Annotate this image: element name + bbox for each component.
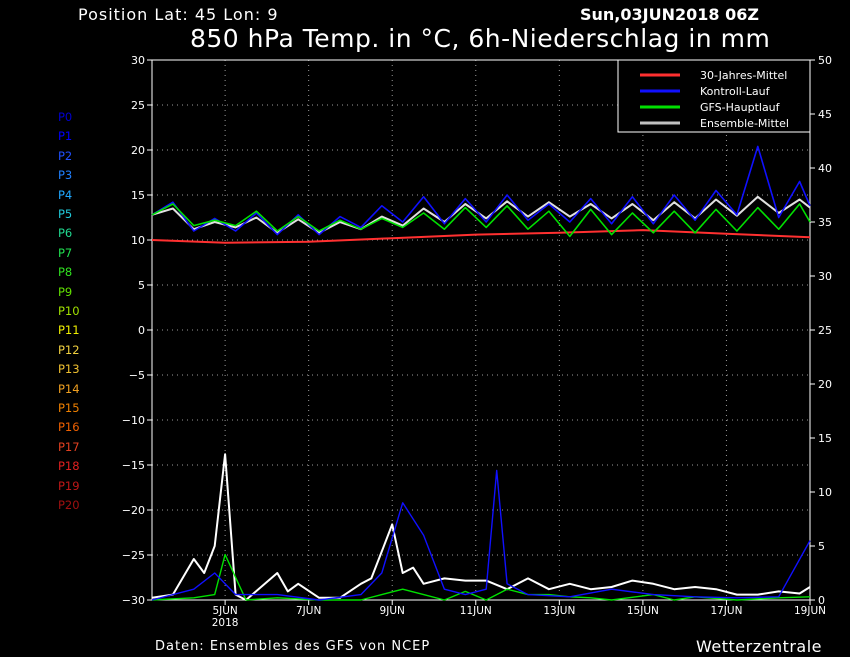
x-tick-label: 5JUN <box>212 605 237 617</box>
series-line-kontroll-lauf <box>151 145 811 236</box>
x-tick-label: 13JUN <box>543 605 575 617</box>
series-line-ensemble-mittel <box>151 195 811 234</box>
member-label-p3: P3 <box>58 168 73 183</box>
member-label-p18: P18 <box>58 459 80 474</box>
brand-label: Wetterzentrale <box>696 637 823 656</box>
legend-entry: Ensemble-Mittel <box>700 117 789 130</box>
legend-box <box>617 59 811 133</box>
position-label: Position Lat: 45 Lon: 9 <box>78 5 279 24</box>
y-right-tick-label: 20 <box>818 378 832 391</box>
y-left-tick-label: 10 <box>131 234 145 247</box>
series-line-niederschlag-gfs-hauptlauf <box>151 553 811 601</box>
y-left-tick-label: −30 <box>122 594 145 607</box>
x-tick-label: 9JUN <box>380 605 405 617</box>
y-left-tick-label: −10 <box>122 414 145 427</box>
y-right-tick-label: 5 <box>818 540 825 553</box>
series-line-30-jahres-mittel <box>151 229 811 244</box>
legend-entry: Kontroll-Lauf <box>700 85 771 98</box>
series-line-niederschlag-kontroll-lauf <box>151 469 811 601</box>
plot-frame <box>151 59 811 601</box>
y-left-tick-label: −15 <box>122 459 145 472</box>
member-label-p20: P20 <box>58 498 80 512</box>
member-label-p6: P6 <box>58 226 73 241</box>
legend-entry: 30-Jahres-Mittel <box>700 69 787 82</box>
series-line-gfs-hauptlauf <box>151 203 811 238</box>
y-right-tick-label: 40 <box>818 162 832 175</box>
y-left-tick-label: 30 <box>131 54 145 67</box>
y-left-tick-label: 5 <box>138 279 145 292</box>
y-right-tick-label: 15 <box>818 432 832 445</box>
y-right-tick-label: 30 <box>818 270 832 283</box>
member-label-p11: P11 <box>58 323 80 338</box>
member-label-p13: P13 <box>58 362 80 377</box>
member-label-p15: P15 <box>58 401 80 415</box>
member-label-p8: P8 <box>58 265 73 280</box>
member-label-p2: P2 <box>58 148 73 163</box>
y-left-tick-label: −5 <box>129 369 145 382</box>
y-right-tick-label: 45 <box>818 108 832 121</box>
y-left-tick-label: 15 <box>131 189 145 202</box>
x-tick-label: 7JUN <box>296 605 321 617</box>
y-right-tick-label: 0 <box>818 594 825 607</box>
run-datetime: Sun,03JUN2018 06Z <box>580 5 759 24</box>
y-right-tick-label: 50 <box>818 54 832 67</box>
member-label-p14: P14 <box>58 381 80 396</box>
member-label-p10: P10 <box>58 304 80 318</box>
y-left-tick-label: −25 <box>122 549 145 562</box>
member-label-p16: P16 <box>58 420 80 435</box>
member-label-p17: P17 <box>58 439 80 454</box>
y-left-tick-label: 20 <box>131 144 145 157</box>
member-label-p19: P19 <box>58 478 80 493</box>
y-left-tick-label: 0 <box>138 324 145 337</box>
x-tick-label: 19JUN <box>794 605 826 617</box>
member-label-p12: P12 <box>58 342 80 357</box>
x-tick-label: 17JUN <box>710 605 742 617</box>
x-tick-label: 11JUN <box>460 605 492 617</box>
x-tick-sublabel: 2018 <box>212 617 239 629</box>
member-label-p7: P7 <box>58 245 73 260</box>
x-tick-label: 15JUN <box>627 605 659 617</box>
member-label-p5: P5 <box>58 207 73 221</box>
data-source-note: Daten: Ensembles des GFS von NCEP <box>155 639 431 654</box>
y-right-tick-label: 25 <box>818 324 832 337</box>
legend-entry: GFS-Hauptlauf <box>700 101 781 114</box>
y-right-tick-label: 35 <box>818 216 832 229</box>
y-right-tick-label: 10 <box>818 486 832 499</box>
y-left-tick-label: −20 <box>122 504 145 517</box>
member-label-p9: P9 <box>58 284 73 299</box>
chart-title: 850 hPa Temp. in °C, 6h-Niederschlag in … <box>190 24 771 53</box>
series-line-niederschlag-ensemble-mittel <box>151 453 811 601</box>
member-label-p4: P4 <box>58 187 73 202</box>
member-label-p0: P0 <box>58 110 73 124</box>
y-left-tick-label: 25 <box>131 99 145 112</box>
member-label-p1: P1 <box>58 129 73 144</box>
